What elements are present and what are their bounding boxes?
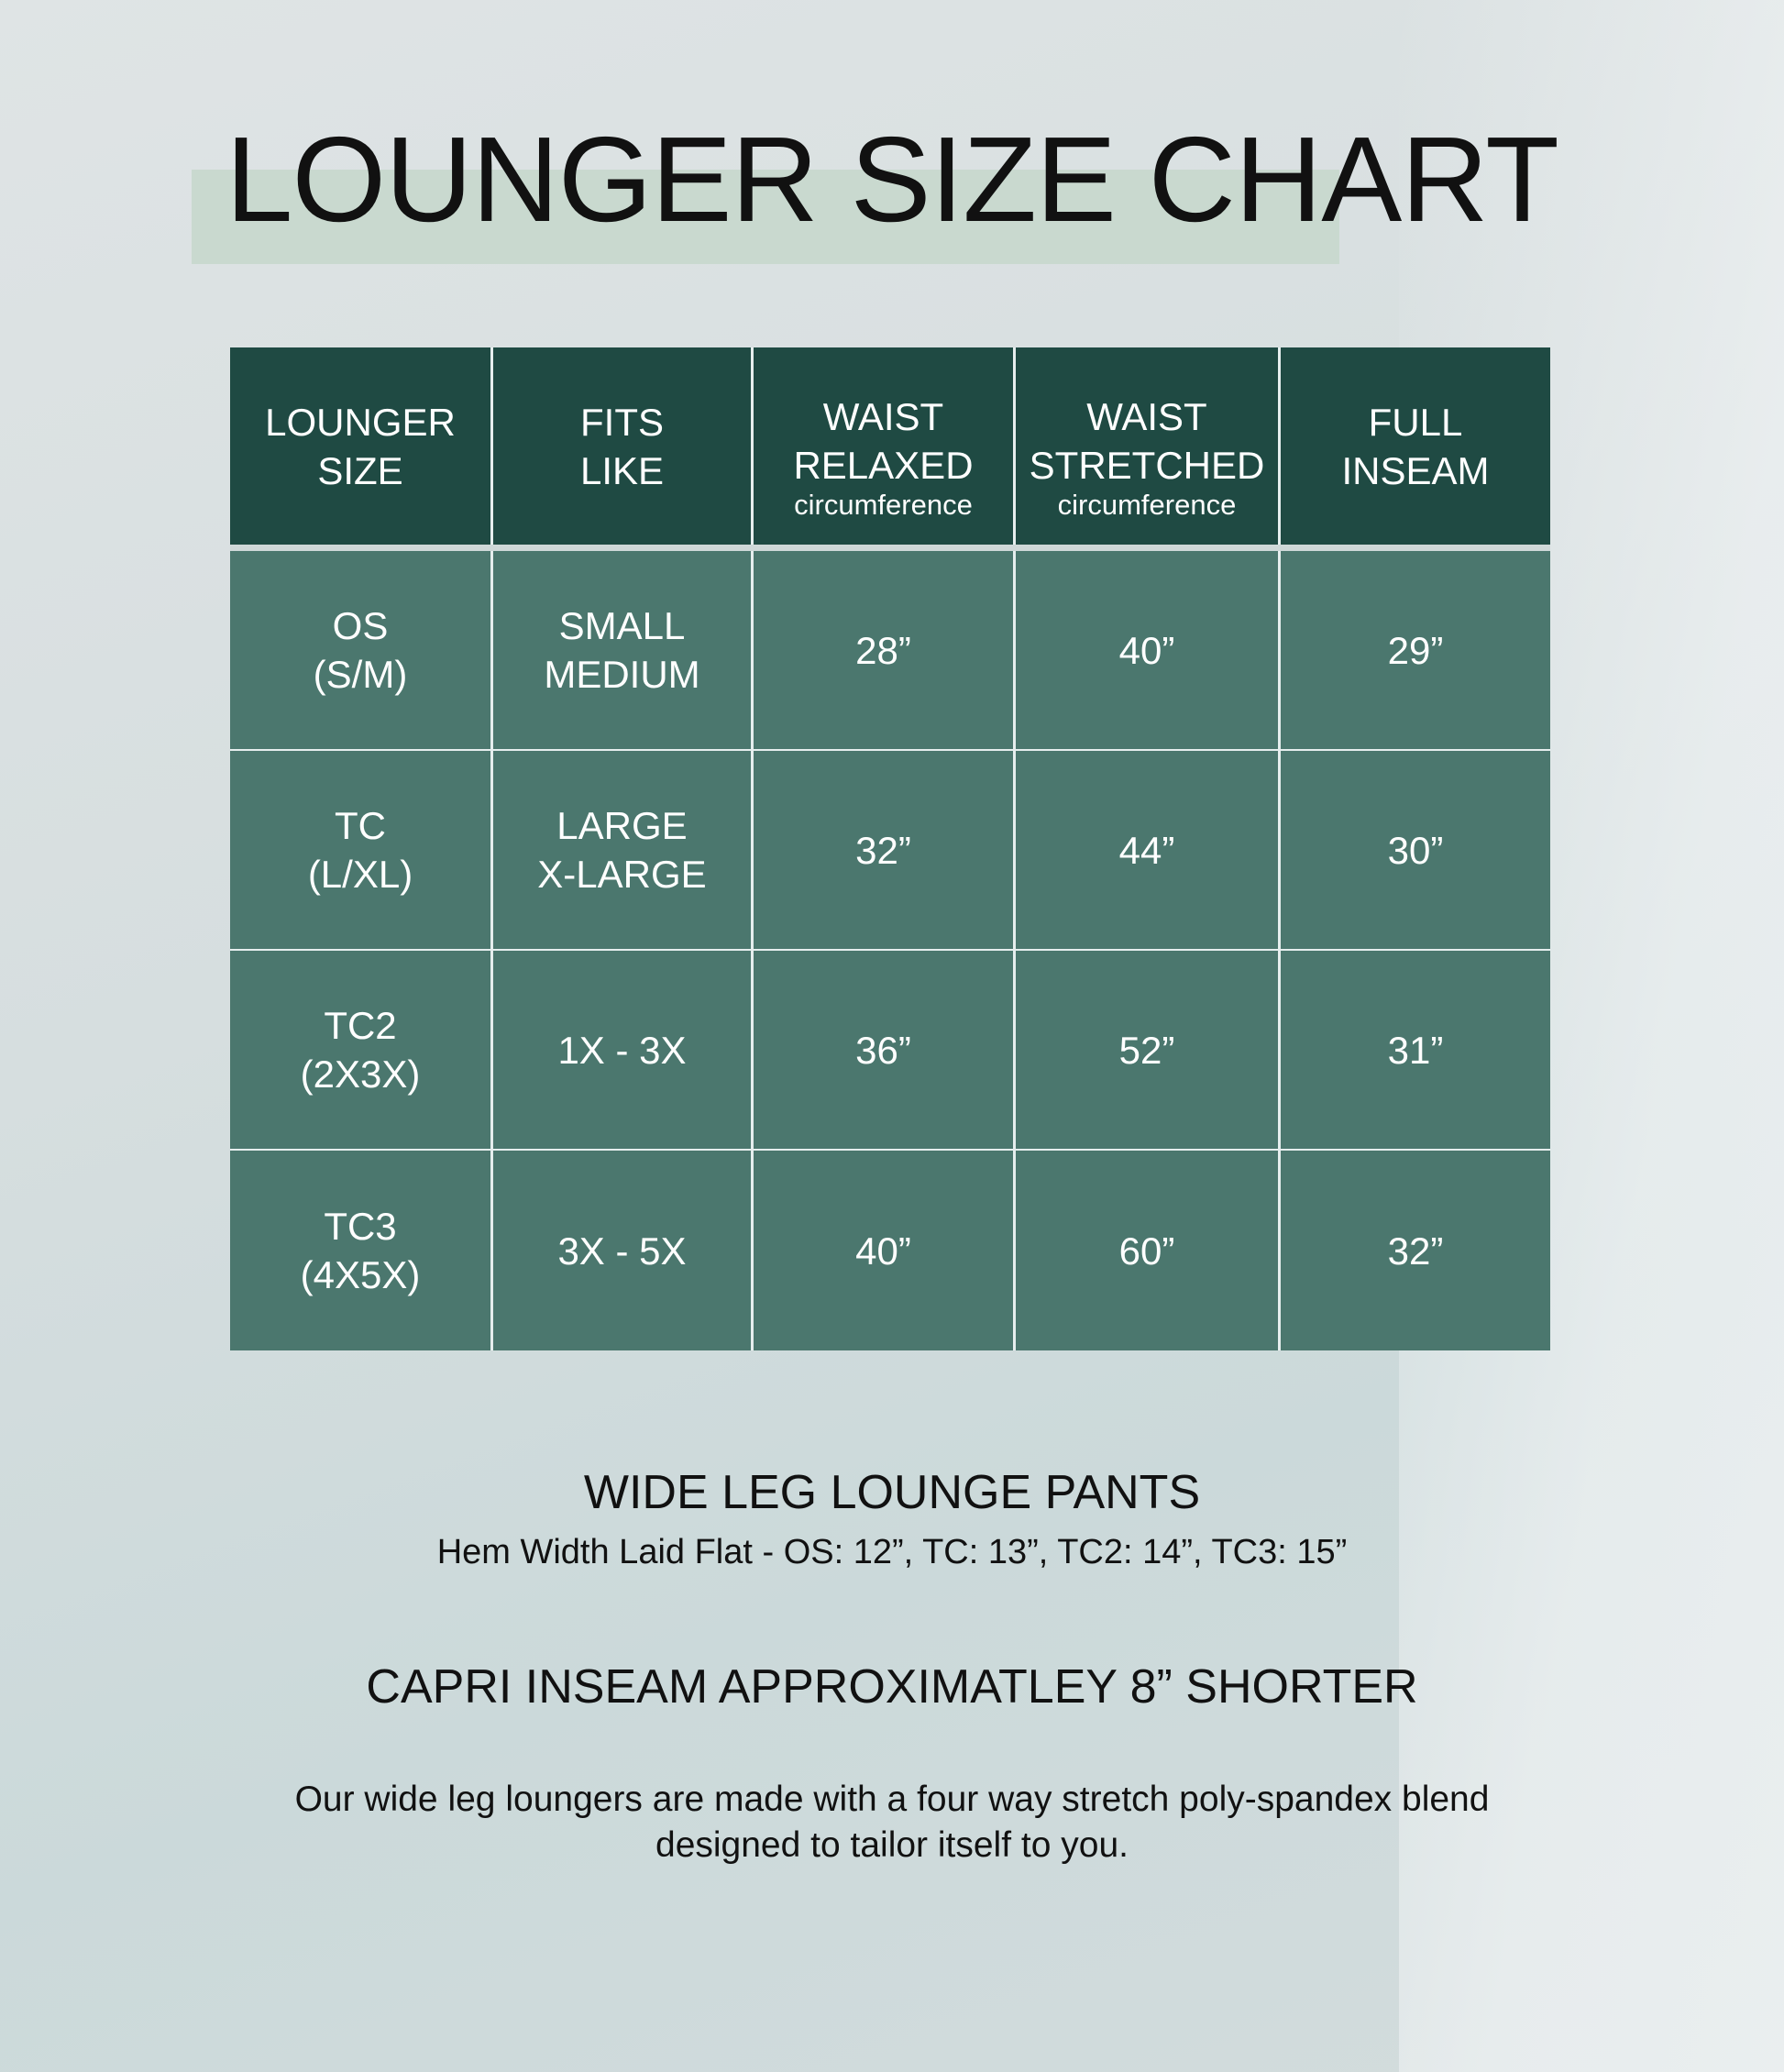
hem-width-text: Hem Width Laid Flat - OS: 12”, TC: 13”, … bbox=[436, 1533, 1348, 1571]
cell-text: 60” bbox=[1118, 1229, 1175, 1273]
cell-text: TC2 bbox=[324, 1004, 397, 1047]
title-highlight bbox=[192, 170, 1339, 264]
header-subtext: circumference bbox=[1057, 488, 1237, 521]
cell-text: 3X - 5X bbox=[557, 1229, 687, 1273]
cell-waist-stretched: 40” bbox=[1016, 551, 1281, 749]
cell-text: 29” bbox=[1387, 628, 1444, 672]
header-subtext: circumference bbox=[794, 488, 973, 521]
header-waist-stretched: WAIST STRETCHED circumference bbox=[1016, 347, 1281, 545]
cell-waist-stretched: 44” bbox=[1016, 751, 1281, 949]
cell-full-inseam: 29” bbox=[1281, 551, 1550, 749]
cell-text: 44” bbox=[1118, 828, 1175, 872]
header-text: FITS bbox=[580, 400, 664, 444]
cell-text: 36” bbox=[855, 1028, 911, 1072]
header-fits-like: FITS LIKE bbox=[493, 347, 754, 545]
cell-lounger-size: TC (L/XL) bbox=[230, 751, 493, 949]
capri-note: CAPRI INSEAM APPROXIMATLEY 8” SHORTER bbox=[366, 1660, 1418, 1714]
table-body: OS (S/M) SMALL MEDIUM 28” 40” 29” TC (L/XL) LARGE… bbox=[230, 551, 1550, 1350]
cell-fits-like: LARGE X-LARGE bbox=[493, 751, 754, 949]
cell-text: 40” bbox=[1118, 628, 1175, 672]
cell-fits-like: 3X - 5X bbox=[493, 1151, 754, 1350]
cell-lounger-size: TC3 (4X5X) bbox=[230, 1151, 493, 1350]
size-table: LOUNGER SIZE FITS LIKE WAIST RELAXED cir… bbox=[230, 347, 1550, 1350]
cell-text: 1X - 3X bbox=[557, 1028, 687, 1072]
cell-text: LARGE bbox=[556, 804, 688, 847]
cell-text: (L/XL) bbox=[307, 853, 413, 896]
cell-text: 28” bbox=[855, 628, 911, 672]
header-full-inseam: FULL INSEAM bbox=[1281, 347, 1550, 545]
cell-text: (S/M) bbox=[313, 653, 408, 696]
header-divider bbox=[230, 545, 1550, 551]
header-lounger-size: LOUNGER SIZE bbox=[230, 347, 493, 545]
table-row: TC2 (2X3X) 1X - 3X 36” 52” 31” bbox=[230, 951, 1550, 1151]
cell-full-inseam: 30” bbox=[1281, 751, 1550, 949]
header-text: SIZE bbox=[317, 448, 403, 492]
cell-full-inseam: 31” bbox=[1281, 951, 1550, 1149]
cell-text: OS bbox=[332, 604, 389, 647]
cell-text: (4X5X) bbox=[300, 1253, 421, 1296]
description-line-2: designed to tailor itself to you. bbox=[655, 1825, 1129, 1865]
cell-lounger-size: OS (S/M) bbox=[230, 551, 493, 749]
header-text: WAIST bbox=[822, 394, 944, 438]
description-line-1: Our wide leg loungers are made with a fo… bbox=[294, 1780, 1490, 1819]
cell-text: 32” bbox=[1387, 1229, 1444, 1273]
cell-waist-relaxed: 32” bbox=[754, 751, 1016, 949]
header-text: RELAXED bbox=[793, 443, 974, 487]
cell-waist-stretched: 60” bbox=[1016, 1151, 1281, 1350]
header-text: WAIST bbox=[1086, 394, 1207, 438]
header-text: LOUNGER bbox=[265, 400, 456, 444]
cell-text: (2X3X) bbox=[300, 1053, 421, 1096]
cell-text: 30” bbox=[1387, 828, 1444, 872]
cell-text: SMALL bbox=[558, 604, 686, 647]
wide-leg-heading: WIDE LEG LOUNGE PANTS bbox=[583, 1466, 1201, 1519]
header-text: LIKE bbox=[579, 448, 665, 492]
cell-fits-like: 1X - 3X bbox=[493, 951, 754, 1149]
header-waist-relaxed: WAIST RELAXED circumference bbox=[754, 347, 1016, 545]
table-row: OS (S/M) SMALL MEDIUM 28” 40” 29” bbox=[230, 551, 1550, 751]
cell-text: 32” bbox=[855, 828, 911, 872]
cell-text: TC3 bbox=[324, 1205, 397, 1248]
cell-text: 31” bbox=[1387, 1028, 1444, 1072]
cell-text: X-LARGE bbox=[537, 853, 707, 896]
cell-lounger-size: TC2 (2X3X) bbox=[230, 951, 493, 1149]
cell-waist-stretched: 52” bbox=[1016, 951, 1281, 1149]
header-text: FULL bbox=[1368, 400, 1463, 444]
cell-fits-like: SMALL MEDIUM bbox=[493, 551, 754, 749]
table-row: TC3 (4X5X) 3X - 5X 40” 60” 32” bbox=[230, 1151, 1550, 1350]
cell-text: MEDIUM bbox=[544, 653, 700, 696]
header-text: STRETCHED bbox=[1029, 443, 1265, 487]
cell-text: 40” bbox=[855, 1229, 911, 1273]
cell-full-inseam: 32” bbox=[1281, 1151, 1550, 1350]
cell-waist-relaxed: 40” bbox=[754, 1151, 1016, 1350]
cell-text: TC bbox=[335, 804, 386, 847]
page-title: LOUNGER SIZE CHART bbox=[226, 112, 1559, 247]
cell-waist-relaxed: 28” bbox=[754, 551, 1016, 749]
table-row: TC (L/XL) LARGE X-LARGE 32” 44” 30” bbox=[230, 751, 1550, 951]
header-text: INSEAM bbox=[1341, 448, 1490, 492]
table-header-row: LOUNGER SIZE FITS LIKE WAIST RELAXED cir… bbox=[230, 347, 1550, 545]
cell-text: 52” bbox=[1118, 1028, 1175, 1072]
cell-waist-relaxed: 36” bbox=[754, 951, 1016, 1149]
